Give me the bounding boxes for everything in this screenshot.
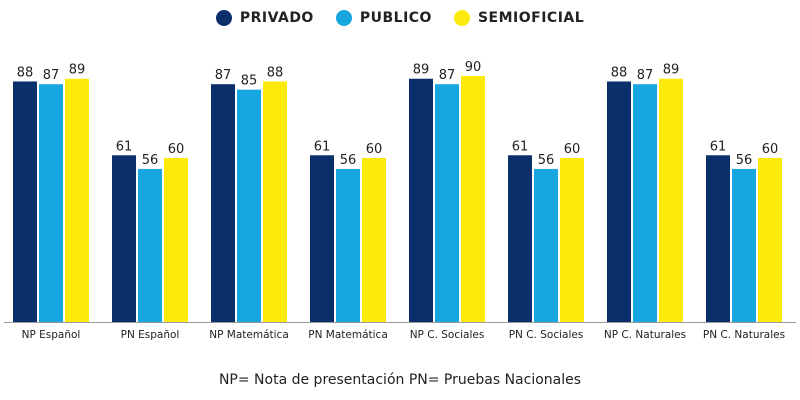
data-label-semioficial-5: 60 (564, 142, 581, 157)
data-label-publico-7: 56 (736, 153, 753, 168)
data-label-publico-1: 56 (142, 153, 159, 168)
data-label-privado-0: 88 (17, 65, 34, 80)
bar-semioficial-4 (461, 76, 485, 322)
data-label-publico-0: 87 (43, 68, 60, 83)
bar-semioficial-1 (164, 158, 188, 322)
legend-label-publico: PUBLICO (359, 10, 432, 26)
chart-footnote: NP= Nota de presentación PN= Pruebas Nac… (218, 372, 582, 388)
bar-privado-3 (310, 155, 334, 322)
legend-swatch-privado (215, 10, 232, 26)
legend-item-privado: PRIVADO (215, 10, 314, 26)
x-tick-label-5: PN C. Sociales (509, 329, 584, 341)
data-label-semioficial-3: 60 (366, 142, 383, 157)
bar-privado-1 (112, 155, 136, 322)
bar-privado-7 (706, 155, 730, 322)
bar-publico-6 (633, 84, 657, 322)
legend-item-semioficial: SEMIOFICIAL (453, 10, 585, 26)
x-tick-label-1: PN Español (121, 329, 180, 341)
data-label-semioficial-2: 88 (267, 65, 284, 80)
x-tick-label-6: NP C. Naturales (604, 329, 686, 341)
bar-privado-6 (607, 81, 631, 322)
data-label-publico-6: 87 (637, 68, 654, 83)
legend-label-privado: PRIVADO (239, 10, 314, 26)
bar-publico-4 (435, 84, 459, 322)
bar-publico-0 (39, 84, 63, 322)
data-label-publico-5: 56 (538, 153, 555, 168)
bar-publico-3 (336, 168, 360, 322)
bar-privado-0 (13, 81, 37, 322)
data-label-publico-2: 85 (241, 74, 258, 89)
x-tick-label-0: NP Español (22, 329, 81, 341)
legend-swatch-publico (335, 10, 352, 26)
bar-semioficial-2 (263, 81, 287, 322)
bar-publico-1 (138, 168, 162, 322)
data-label-privado-1: 61 (116, 139, 133, 154)
bar-semioficial-3 (362, 158, 386, 322)
data-label-privado-2: 87 (215, 68, 232, 83)
data-label-privado-4: 89 (413, 63, 430, 78)
legend-label-semioficial: SEMIOFICIAL (477, 10, 585, 26)
bar-privado-2 (211, 84, 235, 322)
bar-semioficial-6 (659, 78, 683, 322)
bar-privado-4 (409, 78, 433, 322)
data-label-privado-3: 61 (314, 139, 331, 154)
legend-swatch-semioficial (453, 10, 470, 26)
x-tick-label-3: PN Matemática (308, 329, 388, 341)
data-label-privado-7: 61 (710, 139, 727, 154)
legend-item-publico: PUBLICO (335, 10, 432, 26)
data-label-privado-5: 61 (512, 139, 529, 154)
x-tick-label-7: PN C. Naturales (703, 329, 785, 341)
data-label-semioficial-6: 89 (663, 63, 680, 78)
data-label-semioficial-7: 60 (762, 142, 779, 157)
x-tick-label-4: NP C. Sociales (410, 329, 485, 341)
bar-semioficial-7 (758, 158, 782, 322)
data-label-publico-4: 87 (439, 68, 456, 83)
data-label-privado-6: 88 (611, 65, 628, 80)
bar-publico-2 (237, 89, 261, 323)
bar-semioficial-0 (65, 78, 89, 322)
data-label-semioficial-0: 89 (69, 63, 86, 78)
bar-publico-7 (732, 168, 756, 322)
bar-publico-5 (534, 168, 558, 322)
chart-legend: PRIVADO PUBLICO SEMIOFICIAL (0, 10, 800, 26)
data-label-semioficial-4: 90 (465, 60, 482, 75)
data-label-publico-3: 56 (340, 153, 357, 168)
x-tick-label-2: NP Matemática (209, 329, 289, 341)
data-label-semioficial-1: 60 (168, 142, 185, 157)
bar-privado-5 (508, 155, 532, 322)
bar-semioficial-5 (560, 158, 584, 322)
